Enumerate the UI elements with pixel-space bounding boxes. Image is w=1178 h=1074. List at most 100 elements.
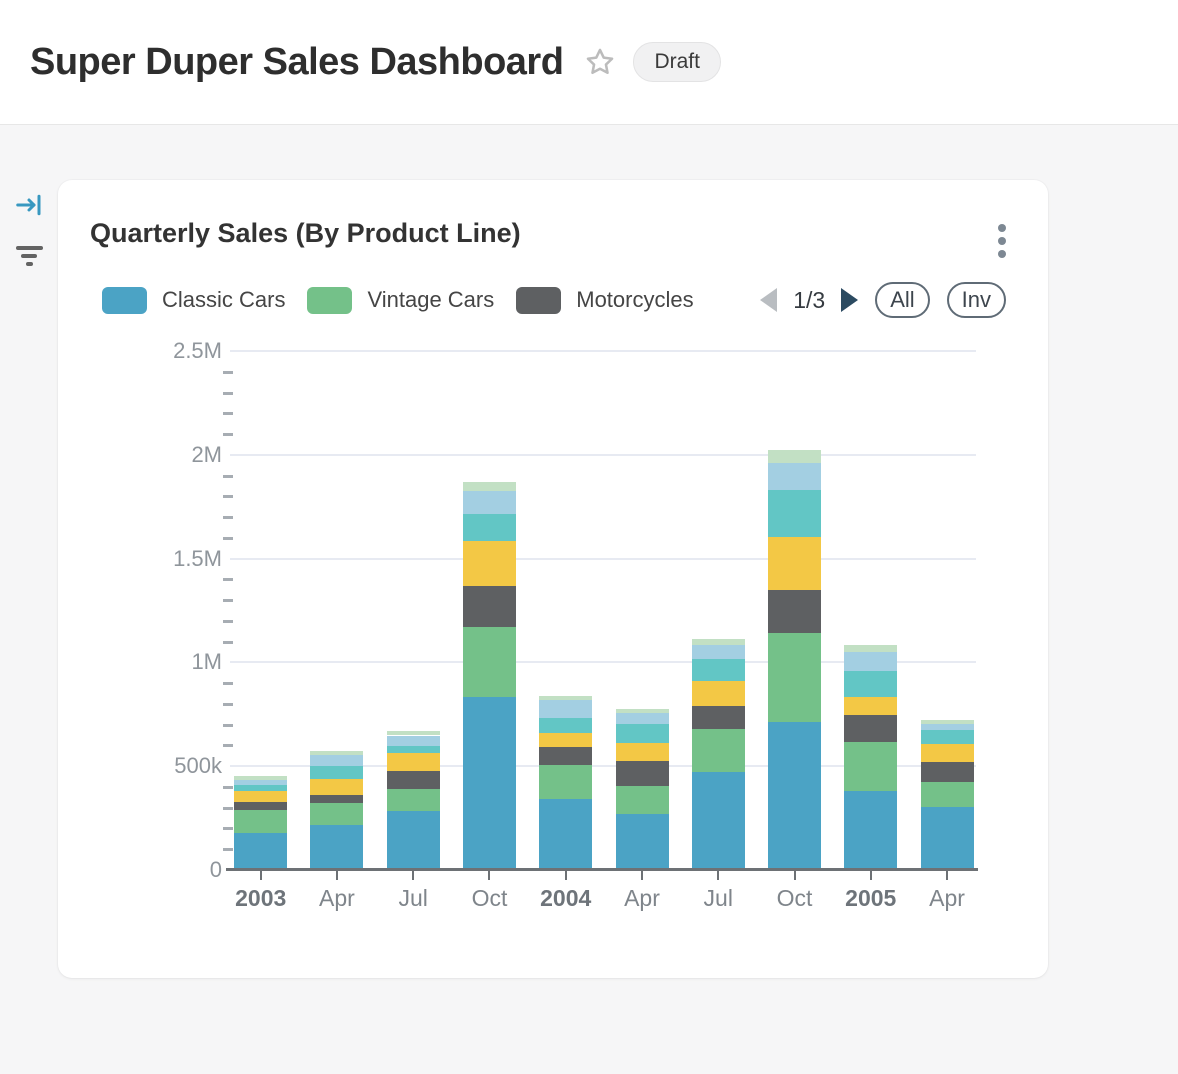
bar-segment[interactable] xyxy=(615,708,669,714)
legend-label: Classic Cars xyxy=(162,287,286,312)
bar-segment[interactable] xyxy=(234,833,288,870)
filter-button[interactable] xyxy=(14,243,44,269)
bar-segment[interactable] xyxy=(691,639,745,645)
bar-segment[interactable] xyxy=(844,644,898,653)
bar-segment[interactable] xyxy=(310,755,364,766)
bar-oct-3[interactable] xyxy=(462,351,516,870)
bar-2005-8[interactable] xyxy=(844,351,898,870)
bar-segment[interactable] xyxy=(386,770,440,790)
bar-segment[interactable] xyxy=(310,824,364,870)
bar-jul-6[interactable] xyxy=(691,351,745,870)
bar-segment[interactable] xyxy=(920,724,974,731)
bar-segment[interactable] xyxy=(691,680,745,706)
bar-segment[interactable] xyxy=(310,750,364,755)
bar-jul-2[interactable] xyxy=(386,351,440,870)
bar-segment[interactable] xyxy=(920,781,974,807)
bar-2003-0[interactable] xyxy=(234,351,288,870)
bar-segment[interactable] xyxy=(310,795,364,804)
bar-segment[interactable] xyxy=(386,731,440,736)
bar-segment[interactable] xyxy=(462,490,516,514)
bar-segment[interactable] xyxy=(310,779,364,796)
bar-segment[interactable] xyxy=(844,696,898,715)
bar-segment[interactable] xyxy=(768,536,822,590)
y-minor-tick xyxy=(223,516,233,520)
bar-segment[interactable] xyxy=(539,717,593,733)
bar-segment[interactable] xyxy=(310,803,364,825)
bar-segment[interactable] xyxy=(462,540,516,586)
bar-segment[interactable] xyxy=(691,729,745,772)
bar-segment[interactable] xyxy=(539,695,593,701)
legend-next-button[interactable] xyxy=(841,288,859,312)
bar-segment[interactable] xyxy=(920,719,974,725)
bar-segment[interactable] xyxy=(615,713,669,724)
bar-segment[interactable] xyxy=(234,779,288,786)
bar-apr-5[interactable] xyxy=(615,351,669,870)
bar-oct-7[interactable] xyxy=(768,351,822,870)
bar-segment[interactable] xyxy=(234,790,288,802)
star-icon[interactable] xyxy=(583,45,617,79)
bar-segment[interactable] xyxy=(768,589,822,633)
chart-title: Quarterly Sales (By Product Line) xyxy=(90,218,521,248)
bar-segment[interactable] xyxy=(539,765,593,800)
bar-segment[interactable] xyxy=(310,766,364,780)
bar-segment[interactable] xyxy=(234,776,288,780)
bar-segment[interactable] xyxy=(844,742,898,791)
y-tick-label: 1M xyxy=(191,649,222,675)
legend-all-button[interactable]: All xyxy=(875,282,930,318)
bar-segment[interactable] xyxy=(386,753,440,771)
bar-segment[interactable] xyxy=(615,760,669,786)
bar-apr-1[interactable] xyxy=(310,351,364,870)
bar-segment[interactable] xyxy=(844,714,898,743)
bar-segment[interactable] xyxy=(462,513,516,541)
bar-segment[interactable] xyxy=(691,771,745,870)
bar-segment[interactable] xyxy=(920,730,974,745)
bar-segment[interactable] xyxy=(615,813,669,870)
bar-segment[interactable] xyxy=(539,799,593,870)
legend-item-classic-cars[interactable]: Classic Cars xyxy=(102,286,286,314)
bar-segment[interactable] xyxy=(920,744,974,763)
bar-segment[interactable] xyxy=(615,723,669,743)
collapse-panel-button[interactable] xyxy=(14,190,44,220)
bar-segment[interactable] xyxy=(768,632,822,722)
bar-segment[interactable] xyxy=(691,659,745,681)
bar-segment[interactable] xyxy=(386,746,440,754)
bar-segment[interactable] xyxy=(462,697,516,870)
bar-segment[interactable] xyxy=(615,785,669,814)
bar-segment[interactable] xyxy=(844,652,898,671)
bar-segment[interactable] xyxy=(691,706,745,730)
bar-segment[interactable] xyxy=(768,721,822,870)
bar-segment[interactable] xyxy=(768,489,822,537)
bar-segment[interactable] xyxy=(768,463,822,490)
y-minor-tick xyxy=(223,682,233,686)
y-minor-tick xyxy=(223,848,233,852)
bar-segment[interactable] xyxy=(386,789,440,811)
bar-segment[interactable] xyxy=(920,762,974,782)
bar-segment[interactable] xyxy=(386,810,440,870)
bar-segment[interactable] xyxy=(844,670,898,697)
bar-segment[interactable] xyxy=(462,481,516,491)
bar-segment[interactable] xyxy=(691,644,745,660)
bar-segment[interactable] xyxy=(234,810,288,834)
bar-segment[interactable] xyxy=(920,806,974,870)
bar-segment[interactable] xyxy=(539,732,593,747)
bar-segment[interactable] xyxy=(462,626,516,698)
bar-segment[interactable] xyxy=(234,785,288,791)
bar-segment[interactable] xyxy=(386,735,440,747)
bar-segment[interactable] xyxy=(615,742,669,761)
bar-2004-4[interactable] xyxy=(539,351,593,870)
y-minor-tick xyxy=(223,640,233,644)
bar-segment[interactable] xyxy=(462,585,516,627)
bar-segment[interactable] xyxy=(844,790,898,870)
bar-segment[interactable] xyxy=(234,801,288,811)
bar-apr-9[interactable] xyxy=(920,351,974,870)
legend-inv-button[interactable]: Inv xyxy=(946,282,1006,318)
y-minor-tick xyxy=(223,744,233,748)
bar-segment[interactable] xyxy=(539,700,593,718)
legend-item-vintage-cars[interactable]: Vintage Cars xyxy=(307,286,494,314)
legend-prev-button[interactable] xyxy=(760,288,778,312)
bar-segment[interactable] xyxy=(768,450,822,464)
more-options-button[interactable] xyxy=(992,220,1012,262)
bar-segment[interactable] xyxy=(539,746,593,766)
legend-item-motorcycles[interactable]: Motorcycles xyxy=(516,286,694,314)
